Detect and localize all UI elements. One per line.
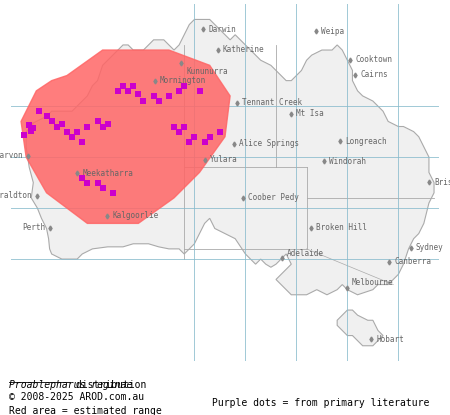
Text: Geraldton: Geraldton [0, 191, 32, 200]
Text: Perth: Perth [22, 223, 45, 232]
Text: Tennant Creek: Tennant Creek [242, 98, 302, 107]
Text: Windorah: Windorah [328, 157, 365, 166]
Text: Melbourne: Melbourne [352, 278, 394, 287]
Text: Cooktown: Cooktown [355, 56, 392, 64]
Text: Darwin: Darwin [208, 25, 236, 34]
Text: Mornington: Mornington [160, 76, 206, 85]
Text: Katherine: Katherine [223, 45, 264, 54]
Text: Red area = estimated range: Red area = estimated range [9, 406, 162, 415]
Text: Adelaide: Adelaide [287, 249, 324, 258]
Text: Proablepharus reginae: Proablepharus reginae [9, 380, 132, 390]
Text: © 2008-2025 AROD.com.au: © 2008-2025 AROD.com.au [9, 392, 144, 402]
Text: Canberra: Canberra [395, 257, 432, 266]
Text: distribution: distribution [70, 380, 147, 390]
Polygon shape [21, 50, 230, 223]
Text: Coober Pedy: Coober Pedy [248, 193, 298, 203]
Text: Mt Isa: Mt Isa [296, 109, 324, 118]
Text: Alice Springs: Alice Springs [239, 139, 299, 148]
Text: Hobart: Hobart [376, 335, 404, 344]
Text: Broken Hill: Broken Hill [316, 223, 367, 232]
Polygon shape [337, 310, 383, 346]
Text: Kununurra: Kununurra [187, 67, 228, 76]
Text: Sydney: Sydney [416, 243, 444, 252]
Polygon shape [26, 20, 434, 295]
Text: Longreach: Longreach [345, 137, 387, 146]
Text: Cairns: Cairns [360, 70, 388, 79]
Text: Meekatharra: Meekatharra [82, 169, 133, 178]
Text: Kalgoorlie: Kalgoorlie [112, 211, 158, 220]
Text: Weipa: Weipa [321, 27, 344, 36]
Text: Yulara: Yulara [210, 155, 237, 164]
Text: Brisbane: Brisbane [434, 178, 450, 187]
Text: Carnarvon: Carnarvon [0, 151, 22, 160]
Text: Purple dots = from primary literature: Purple dots = from primary literature [212, 398, 429, 408]
